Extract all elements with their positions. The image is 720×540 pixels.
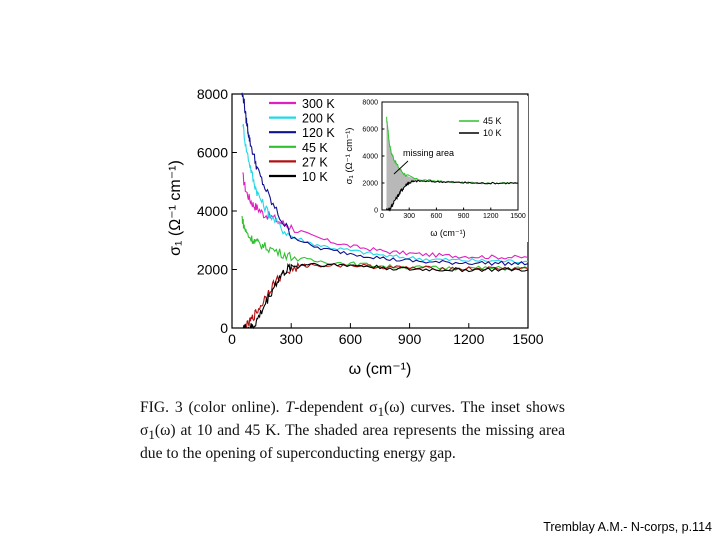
main-x-tick-label: 0 bbox=[228, 331, 236, 347]
inset-legend-label: 45 K bbox=[483, 116, 502, 126]
inset-x-tick-label: 0 bbox=[380, 213, 384, 220]
main-x-tick-label: 1500 bbox=[512, 331, 543, 347]
caption-part7: (ω) at 10 and 45 K. The shaded area repr… bbox=[140, 422, 565, 463]
main-y-tick-label: 8000 bbox=[197, 86, 228, 102]
slide-credit: Tremblay A.M.- N-corps, p.114 bbox=[543, 520, 712, 534]
inset-legend-label: 10 K bbox=[483, 128, 502, 138]
caption-part3: -dependent σ bbox=[294, 399, 378, 416]
inset-x-tick-label: 1500 bbox=[510, 213, 526, 220]
main-x-tick-label: 900 bbox=[398, 331, 422, 347]
inset-series-line-10k bbox=[386, 179, 518, 212]
caption-part5: (ω) curves. The inset shows σ bbox=[140, 399, 565, 440]
inset-background bbox=[344, 96, 528, 242]
inset-ticks-group: 0 300 600 900 1200 1500 0 2000 4000 6000 8000 bbox=[362, 99, 525, 220]
main-y-tick-label: 0 bbox=[220, 320, 228, 336]
main-x-tick-label: 300 bbox=[280, 331, 304, 347]
caption-part2: T bbox=[285, 399, 295, 416]
inset-y-tick-label: 8000 bbox=[362, 99, 378, 106]
main-series-line-300k bbox=[242, 172, 529, 260]
inset-y-tick-label: 0 bbox=[374, 207, 378, 214]
main-series-line-120k bbox=[241, 92, 529, 267]
caption-part4: 1 bbox=[377, 404, 385, 420]
inset-x-tick-label: 1200 bbox=[483, 213, 499, 220]
main-x-tick-label: 1200 bbox=[453, 331, 484, 347]
main-legend-label: 10 K bbox=[302, 170, 328, 184]
inset-legend: 45 K 10 K bbox=[459, 116, 502, 138]
inset-shaded-area bbox=[386, 118, 419, 210]
main-legend-label: 45 K bbox=[302, 141, 328, 155]
main-x-axis-label: ω (cm⁻¹) bbox=[349, 361, 412, 378]
main-legend-label: 200 K bbox=[302, 112, 335, 126]
missing-area-arrow bbox=[393, 160, 409, 175]
main-x-tick-label: 600 bbox=[339, 331, 363, 347]
main-y-tick-label: 6000 bbox=[197, 144, 228, 160]
inset-series-group bbox=[386, 116, 519, 212]
main-legend-label: 120 K bbox=[302, 126, 335, 140]
main-series-line-10k bbox=[241, 262, 529, 330]
inset-y-tick-label: 2000 bbox=[362, 180, 378, 187]
main-y-tick-label: 2000 bbox=[197, 261, 228, 277]
missing-area-annotation: missing area bbox=[403, 148, 454, 158]
inset-x-tick-label: 600 bbox=[431, 213, 443, 220]
inset-x-tick-label: 300 bbox=[403, 213, 415, 220]
main-y-axis-label: σ₁ (Ω⁻¹ cm⁻¹) bbox=[167, 160, 184, 256]
caption-part6: 1 bbox=[148, 427, 155, 443]
caption-part1: FIG. 3 (color online). bbox=[140, 399, 286, 416]
figure-caption: FIG. 3 (color online). T-dependent σ1(ω)… bbox=[140, 398, 565, 463]
inset-y-axis-label: σ₁ (Ω⁻¹ cm⁻¹) bbox=[344, 128, 355, 185]
main-series-group bbox=[241, 92, 529, 330]
inset-chart: 0 300 600 900 1200 1500 0 2000 4000 6000 8000 45 K… bbox=[344, 96, 528, 242]
inset-x-tick-label: 900 bbox=[458, 213, 470, 220]
inset-y-tick-label: 6000 bbox=[362, 126, 378, 133]
inset-x-axis-label: ω (cm⁻¹) bbox=[430, 228, 465, 238]
inset-y-tick-label: 4000 bbox=[362, 153, 378, 160]
main-legend-label: 27 K bbox=[302, 155, 328, 169]
main-legend-label: 300 K bbox=[302, 97, 335, 111]
inset-shaded-region bbox=[386, 118, 419, 210]
main-y-tick-label: 4000 bbox=[197, 203, 228, 219]
